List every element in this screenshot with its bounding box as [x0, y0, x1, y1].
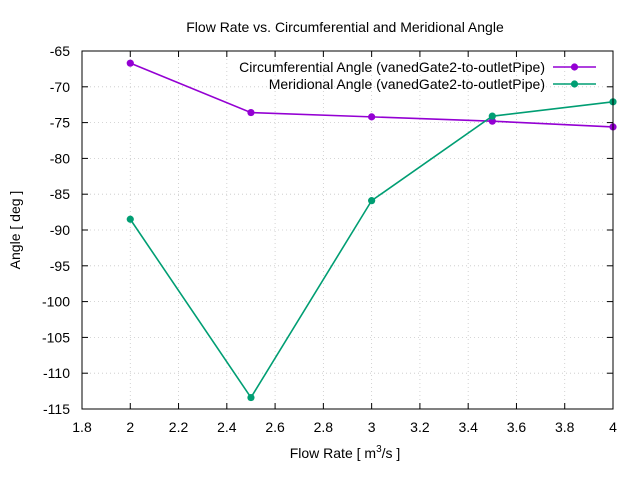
- y-tick-label: -90: [50, 222, 70, 238]
- series-1-point: [126, 59, 134, 67]
- legend-swatch-point: [570, 63, 579, 71]
- y-tick-label: -85: [50, 186, 70, 202]
- y-tick-label: -95: [50, 258, 70, 274]
- x-tick-label: 2: [126, 419, 134, 435]
- series-1-point: [247, 108, 255, 117]
- y-tick-label: -80: [50, 150, 70, 166]
- x-axis-title: Flow Rate [ m3/s ]: [290, 444, 401, 461]
- y-tick-label: -105: [42, 329, 70, 345]
- y-tick-label: -110: [43, 365, 70, 381]
- x-tick-label: 3: [368, 419, 376, 435]
- series-1-point: [488, 117, 496, 125]
- y-tick-label: -115: [43, 401, 70, 417]
- ticks: 1.8 2 2.2 2.4 2.6 2.8 3 3.2 3.4 3.6 3.8 4 -65 -70 -75 -…: [42, 43, 617, 435]
- x-tick-label: 3.2: [410, 419, 430, 435]
- series-2-point: [247, 393, 255, 402]
- x-tick-label: 2.2: [169, 419, 189, 435]
- legend-label: Meridional Angle (vanedGate2-to-outletPi…: [269, 76, 545, 92]
- series-2-point: [368, 197, 376, 205]
- series-2-point: [126, 215, 134, 223]
- series-2-point: [488, 112, 496, 120]
- y-tick-label: -65: [50, 43, 70, 59]
- x-axis-title-tail: /s ]: [382, 445, 401, 461]
- y-tick-label: -100: [42, 294, 70, 310]
- chart-title: Flow Rate vs. Circumferential and Meridi…: [186, 19, 504, 35]
- series-1-point: [368, 113, 376, 121]
- y-axis-title: Angle [ deg ]: [7, 191, 23, 270]
- legend-label: Circumferential Angle (vanedGate2-to-out…: [239, 59, 545, 75]
- x-tick-label: 3.6: [507, 419, 527, 435]
- x-tick-label: 2.8: [314, 419, 334, 435]
- grid: [82, 51, 613, 409]
- x-axis-title-sup: 3: [376, 444, 382, 455]
- x-tick-label: 3.8: [555, 419, 575, 435]
- x-axis-title-main: Flow Rate [ m: [290, 445, 376, 461]
- y-tick-label: -70: [50, 79, 70, 95]
- x-tick-label: 2.4: [217, 419, 237, 435]
- x-tick-label: 2.6: [265, 419, 285, 435]
- y-tick-label: -75: [50, 115, 70, 131]
- x-tick-label: 3.4: [458, 419, 478, 435]
- legend-swatch-point: [570, 80, 579, 88]
- x-tick-label: 1.8: [72, 419, 92, 435]
- x-tick-label: 4: [609, 419, 617, 435]
- legend: Circumferential Angle (vanedGate2-to-out…: [239, 59, 596, 92]
